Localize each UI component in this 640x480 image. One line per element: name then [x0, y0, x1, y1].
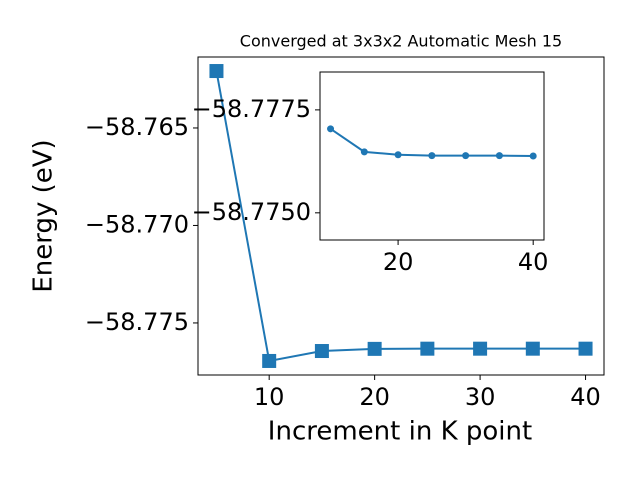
point	[495, 152, 503, 160]
x-tick-label: 40	[518, 248, 549, 276]
plot-frame	[197, 56, 605, 376]
y-axis-label: Energy (eV)	[29, 139, 59, 292]
point	[394, 151, 402, 159]
y-tick-label: −58.7775	[192, 95, 311, 123]
chart-title: Converged at 3x3x2 Automatic Mesh 15	[240, 32, 562, 51]
x-tick-label: 20	[359, 383, 390, 411]
series-line	[215, 70, 586, 363]
point	[314, 344, 329, 359]
x-tick-label: 10	[254, 383, 285, 411]
x-tick-label: 20	[383, 248, 414, 276]
point	[209, 64, 224, 79]
point	[262, 353, 277, 368]
y-tick-label: −58.7750	[192, 198, 311, 226]
x-tick-label: 30	[465, 383, 496, 411]
point	[578, 341, 593, 356]
point	[529, 152, 537, 160]
point	[428, 152, 436, 160]
point	[367, 341, 382, 356]
y-tick-label: −58.765	[85, 113, 189, 141]
point	[473, 341, 488, 356]
point	[327, 125, 335, 133]
y-tick-label: −58.770	[85, 210, 189, 238]
x-tick-label: 40	[570, 383, 601, 411]
point	[420, 341, 435, 356]
plot-frame	[319, 71, 545, 241]
point	[462, 152, 470, 160]
x-axis-label: Increment in K point	[268, 417, 532, 447]
point	[360, 148, 368, 156]
y-tick-label: −58.775	[85, 308, 189, 336]
point	[525, 341, 540, 356]
